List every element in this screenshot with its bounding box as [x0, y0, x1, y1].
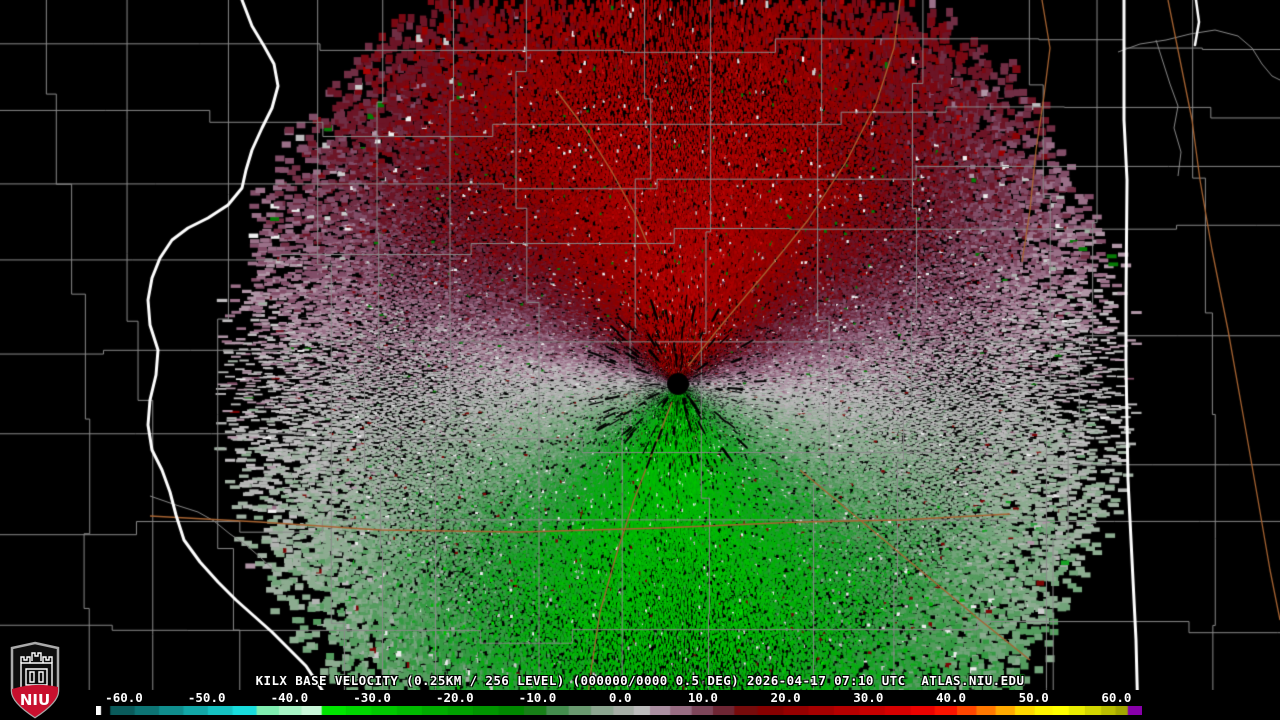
colorbar-tick-label: -50.0	[187, 690, 226, 705]
castle-icon	[20, 652, 53, 690]
colorbar-tick-label: 10.0	[687, 690, 718, 705]
colorbar-panel: -60.0 -50.0 -40.0 -30.0 -20.0 -10.0 0.0 10.0 20.…	[0, 690, 1280, 720]
colorbar-tick-label: -10.0	[518, 690, 557, 705]
shield-red-band	[12, 684, 58, 717]
colorbar-tick-label: -60.0	[105, 690, 143, 705]
colorbar-tick-label: 40.0	[935, 690, 967, 705]
colorbar-tick-label: 30.0	[853, 690, 884, 705]
colorbar-tick-label: 20.0	[770, 690, 801, 705]
colorbar-tick-label: -30.0	[353, 690, 391, 705]
colorbar-tick-label: 60.0	[1101, 690, 1132, 705]
colorbar-tick-label: 0.0	[608, 690, 632, 705]
colorbar-tick-label: -20.0	[435, 690, 474, 705]
velocity-colorbar	[96, 706, 1142, 715]
niu-logo-text: NIU	[20, 691, 50, 709]
colorbar-tick-label: -40.0	[270, 690, 309, 705]
colorbar-tick-label: 50.0	[1018, 690, 1049, 705]
niu-logo[interactable]: NIU	[5, 641, 65, 720]
